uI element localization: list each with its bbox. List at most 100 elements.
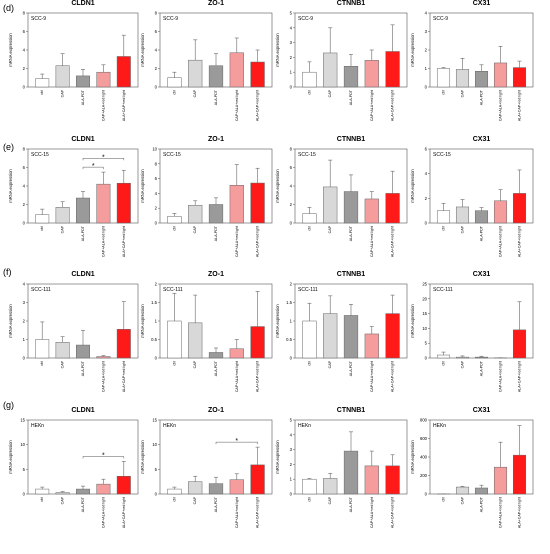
- x-tick-label: CAP+ALA+red light: [235, 226, 239, 257]
- y-tick-label: 5: [23, 467, 26, 472]
- x-tick-label: CAP: [61, 496, 65, 504]
- x-tick-label: CAP+ALA+red light: [499, 497, 503, 528]
- y-axis-label: mRNA expression: [140, 33, 145, 67]
- y-tick-label: 1: [290, 319, 293, 324]
- cell-line-label: SCC-15: [298, 152, 316, 158]
- x-tick-label: ALA+CAP+red light: [256, 226, 260, 257]
- bar: [364, 198, 379, 224]
- y-tick-label: 5: [290, 418, 293, 423]
- y-tick-label: 0: [23, 85, 26, 90]
- bar: [364, 333, 379, 359]
- bar: [55, 65, 70, 88]
- bar: [188, 322, 203, 359]
- chart-panel: CLDN1 SCC-111 0 1 2 3 4 mRNA expression ctrl CAP A…: [8, 271, 139, 392]
- chart-panel: CTNNB1 SCC-15 0 2 4 6 8 mRNA expression ctrl CAP A…: [275, 136, 408, 257]
- y-tick-label: 0.5: [151, 337, 157, 342]
- x-tick-label: CAP+ALA+red light: [235, 90, 239, 121]
- cell-line-label: SCC-15: [163, 152, 181, 158]
- chart-panel: ZO-1 HEKn 0 5 10 15 mRNA expression ctrl CAP ALA-…: [140, 407, 273, 528]
- bar: [96, 71, 111, 88]
- bar: [385, 193, 400, 224]
- bar: [250, 326, 265, 359]
- chart-panel: CLDN1 SCC-15 0 2 4 6 8 mRNA expression ctrl CAP AL…: [8, 136, 139, 257]
- bar: [116, 182, 131, 224]
- x-tick-label: CAP+ALA+red light: [235, 497, 239, 528]
- y-tick-label: 4: [290, 432, 293, 437]
- y-tick-label: 0: [155, 492, 158, 497]
- y-tick-label: 6: [155, 176, 158, 181]
- x-tick-label: ALA-PDT: [214, 496, 218, 512]
- chart-title: CTNNB1: [337, 0, 365, 7]
- bar: [76, 197, 90, 224]
- panels: CLDN1 SCC-9 0 2 4 6 8 mRNA expression ctrl CAP ALA…: [8, 0, 534, 528]
- x-tick-label: ctrl: [442, 226, 446, 231]
- bar: [323, 186, 338, 224]
- row-label-e: (e): [3, 142, 14, 152]
- y-tick-label: 1: [425, 66, 428, 71]
- x-tick-label: ALA+CAP+red light: [122, 497, 126, 528]
- y-axis-label: mRNA expression: [8, 33, 13, 67]
- x-tick-label: CAP+ALA+red light: [101, 361, 105, 392]
- x-tick-label: ALA-PDT: [214, 89, 218, 105]
- y-tick-label: 20: [422, 296, 427, 301]
- x-tick-label: ALA+CAP+red light: [122, 226, 126, 257]
- cell-line-label: SCC-9: [433, 16, 448, 22]
- chart-title: CLDN1: [71, 136, 94, 143]
- x-tick-label: ctrl: [442, 497, 446, 502]
- x-tick-label: CAP+ALA+red light: [101, 497, 105, 528]
- x-tick-label: ALA+CAP+red light: [256, 90, 260, 121]
- y-tick-label: 15: [422, 311, 427, 316]
- x-tick-label: CAP: [328, 496, 332, 504]
- y-tick-label: 400: [420, 455, 428, 460]
- y-tick-label: 10: [20, 442, 25, 447]
- y-tick-label: 3: [290, 40, 293, 45]
- x-tick-label: ctrl: [40, 90, 44, 95]
- x-tick-label: ctrl: [172, 226, 176, 231]
- x-tick-label: ALA+CAP+red light: [122, 361, 126, 392]
- significance-bracket: [215, 441, 258, 445]
- x-tick-label: CAP: [461, 496, 465, 504]
- bar: [364, 60, 379, 88]
- y-tick-label: 600: [420, 436, 428, 441]
- bar: [493, 62, 508, 88]
- x-tick-label: CAP+ALA+red light: [499, 226, 503, 257]
- y-tick-label: 2: [290, 282, 293, 287]
- x-tick-label: ALA-PDT: [214, 225, 218, 241]
- chart-panel: CTNNB1 HEKn 0 1 2 3 4 5 mRNA expression ctrl CAP AL…: [275, 407, 408, 528]
- bar: [250, 61, 265, 88]
- bar: [436, 210, 451, 224]
- bar: [343, 315, 359, 359]
- x-tick-label: ctrl: [307, 361, 311, 366]
- cell-line-label: SCC-111: [433, 287, 453, 293]
- x-tick-label: ALA-PDT: [349, 89, 353, 105]
- y-tick-label: 4: [23, 282, 26, 287]
- bar: [188, 204, 203, 224]
- bar: [436, 354, 451, 359]
- x-tick-label: ctrl: [442, 90, 446, 95]
- cell-line-label: SCC-111: [163, 287, 183, 293]
- y-axis-label: mRNA expression: [140, 169, 145, 203]
- bar: [343, 66, 359, 88]
- bar: [385, 51, 400, 88]
- y-tick-label: 2: [23, 202, 26, 207]
- bar: [343, 450, 359, 495]
- y-tick-label: 0: [155, 85, 158, 90]
- bar: [474, 487, 489, 495]
- chart-title: ZO-1: [208, 136, 224, 143]
- bar: [385, 465, 400, 495]
- significance-bracket: [82, 158, 125, 161]
- x-tick-label: ALA+CAP+red light: [122, 90, 126, 121]
- y-tick-label: 6: [23, 165, 26, 170]
- x-tick-label: ALA+CAP+red light: [391, 90, 395, 121]
- y-tick-label: 1: [23, 337, 26, 342]
- chart-title: CX31: [473, 136, 491, 143]
- x-tick-label: ALA+CAP+red light: [518, 90, 522, 121]
- x-tick-label: CAP+ALA+red light: [499, 90, 503, 121]
- bar: [167, 77, 182, 88]
- x-tick-label: ALA+CAP+red light: [518, 361, 522, 392]
- x-tick-label: CAP: [461, 89, 465, 97]
- chart-panel: ZO-1 SCC-9 0 2 4 6 8 mRNA expression ctrl CAP ALA-…: [140, 0, 273, 121]
- x-tick-label: CAP: [461, 360, 465, 368]
- y-tick-label: 5: [290, 11, 293, 16]
- bar: [455, 356, 470, 359]
